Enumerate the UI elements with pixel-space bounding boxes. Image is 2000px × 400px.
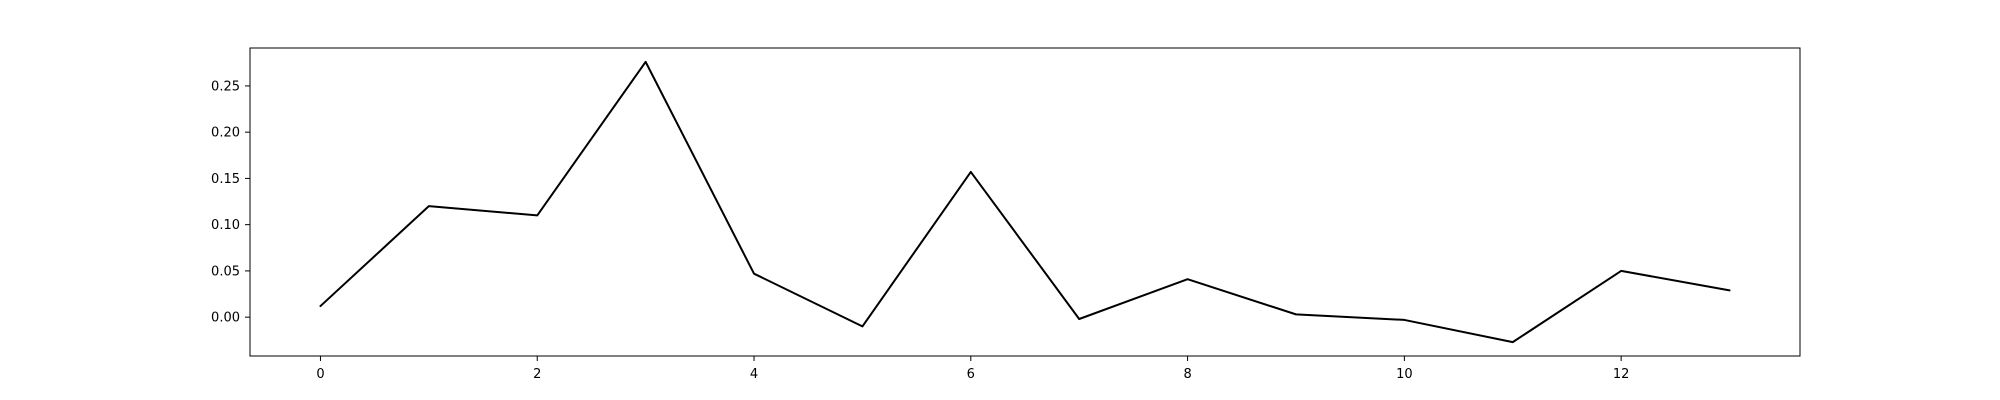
x-tick-label: 10 <box>1396 367 1413 382</box>
x-tick-label: 6 <box>967 367 975 382</box>
x-tick-label: 12 <box>1613 367 1630 382</box>
x-tick-label: 0 <box>316 367 324 382</box>
y-tick-label: 0.00 <box>211 311 240 326</box>
x-tick-label: 8 <box>1183 367 1191 382</box>
x-axis: 0 2 4 6 8 10 12 <box>316 356 1629 382</box>
y-tick-label: 0.05 <box>211 264 240 279</box>
x-tick-label: 2 <box>533 367 541 382</box>
plot-frame <box>249 47 1801 357</box>
y-tick-label: 0.20 <box>211 126 240 141</box>
series-group <box>319 60 1731 344</box>
y-axis: 0.00 0.05 0.10 0.15 0.20 0.25 <box>211 79 250 326</box>
y-tick-label: 0.25 <box>211 79 240 94</box>
y-tick-label: 0.15 <box>211 172 240 187</box>
series-line <box>319 60 1731 344</box>
x-tick-label: 4 <box>750 367 758 382</box>
y-tick-label: 0.10 <box>211 218 240 233</box>
